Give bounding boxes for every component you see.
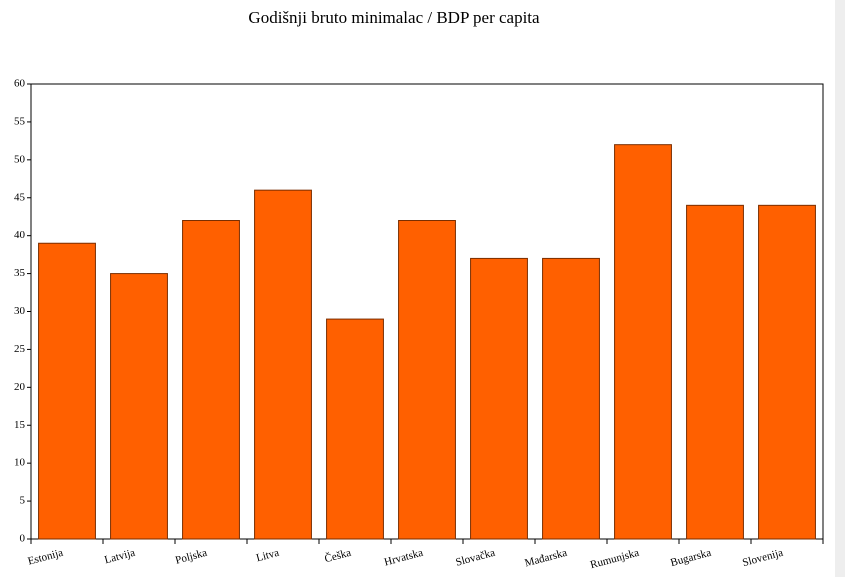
bar xyxy=(398,220,456,540)
x-tick-label: Bugarska xyxy=(669,547,712,569)
x-tick-label: Slovenija xyxy=(741,547,784,569)
y-tick-label: 40 xyxy=(14,229,26,241)
bar xyxy=(470,257,528,540)
bar xyxy=(38,242,96,540)
x-tick-label: Slovačka xyxy=(454,547,496,569)
x-tick-label: Poljska xyxy=(174,547,209,567)
y-tick-label: 0 xyxy=(20,533,26,545)
bar xyxy=(758,204,816,540)
bar xyxy=(110,273,168,540)
y-tick-label: 50 xyxy=(14,153,26,165)
bar xyxy=(686,204,744,540)
bar xyxy=(542,257,600,540)
y-tick-label: 10 xyxy=(14,457,26,469)
x-tick-label: Latvija xyxy=(103,547,136,567)
x-tick-label: Rumunjska xyxy=(589,547,641,572)
y-tick-label: 25 xyxy=(14,343,26,355)
y-tick-label: 5 xyxy=(20,495,26,507)
x-tick-label: Češka xyxy=(323,547,352,566)
bar xyxy=(182,220,240,540)
bar xyxy=(326,318,384,540)
x-tick-label: Hrvatska xyxy=(383,547,425,569)
bar xyxy=(254,189,312,540)
bar xyxy=(614,144,672,540)
y-tick-label: 55 xyxy=(14,115,26,127)
y-tick-label: 15 xyxy=(14,419,26,431)
chart-title: Godišnji bruto minimalac / BDP per capit… xyxy=(248,8,540,27)
y-tick-label: 30 xyxy=(14,305,26,317)
y-tick-label: 60 xyxy=(14,78,26,90)
y-tick-label: 45 xyxy=(14,191,26,203)
right-edge xyxy=(835,0,845,577)
y-tick-label: 35 xyxy=(14,267,26,279)
x-tick-label: Estonija xyxy=(26,547,64,568)
x-tick-label: Mađarska xyxy=(523,547,568,570)
x-tick-label: Litva xyxy=(255,547,281,565)
y-tick-label: 20 xyxy=(14,381,26,393)
